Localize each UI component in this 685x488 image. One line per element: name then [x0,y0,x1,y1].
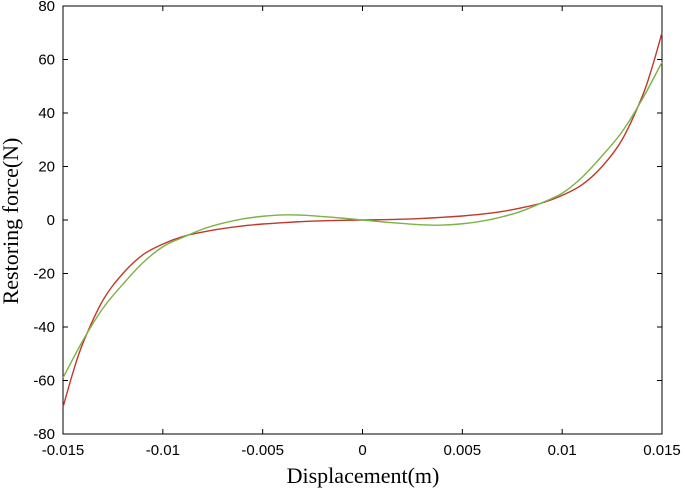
x-tick-label: -0.005 [241,442,284,459]
y-tick-label: -20 [33,266,55,283]
x-tick-label: 0 [358,442,366,459]
y-tick-label: 20 [38,159,55,176]
x-axis-label: Displacement(m) [287,463,440,488]
y-tick-label: -80 [33,426,55,443]
curve-layer [62,32,663,408]
x-tick-label: -0.015 [42,442,85,459]
y-tick-label: 40 [38,105,55,122]
x-axis-ticks: -0.015 -0.01 -0.005 0 0.005 0.01 0.015 [42,6,681,459]
y-tick-label: -60 [33,373,55,390]
y-tick-label: 60 [38,52,55,69]
y-axis-label: Restoring force(N) [0,138,23,305]
x-tick-label: 0.01 [548,442,577,459]
y-tick-label: 0 [47,212,55,229]
curve-green [62,61,663,379]
x-tick-label: 0.005 [444,442,482,459]
x-tick-label: 0.015 [643,442,681,459]
y-tick-label: 80 [38,0,55,15]
y-axis-ticks: -80 -60 -40 -20 0 20 40 60 80 [33,0,662,443]
y-tick-label: -40 [33,319,55,336]
x-tick-label: -0.01 [146,442,180,459]
